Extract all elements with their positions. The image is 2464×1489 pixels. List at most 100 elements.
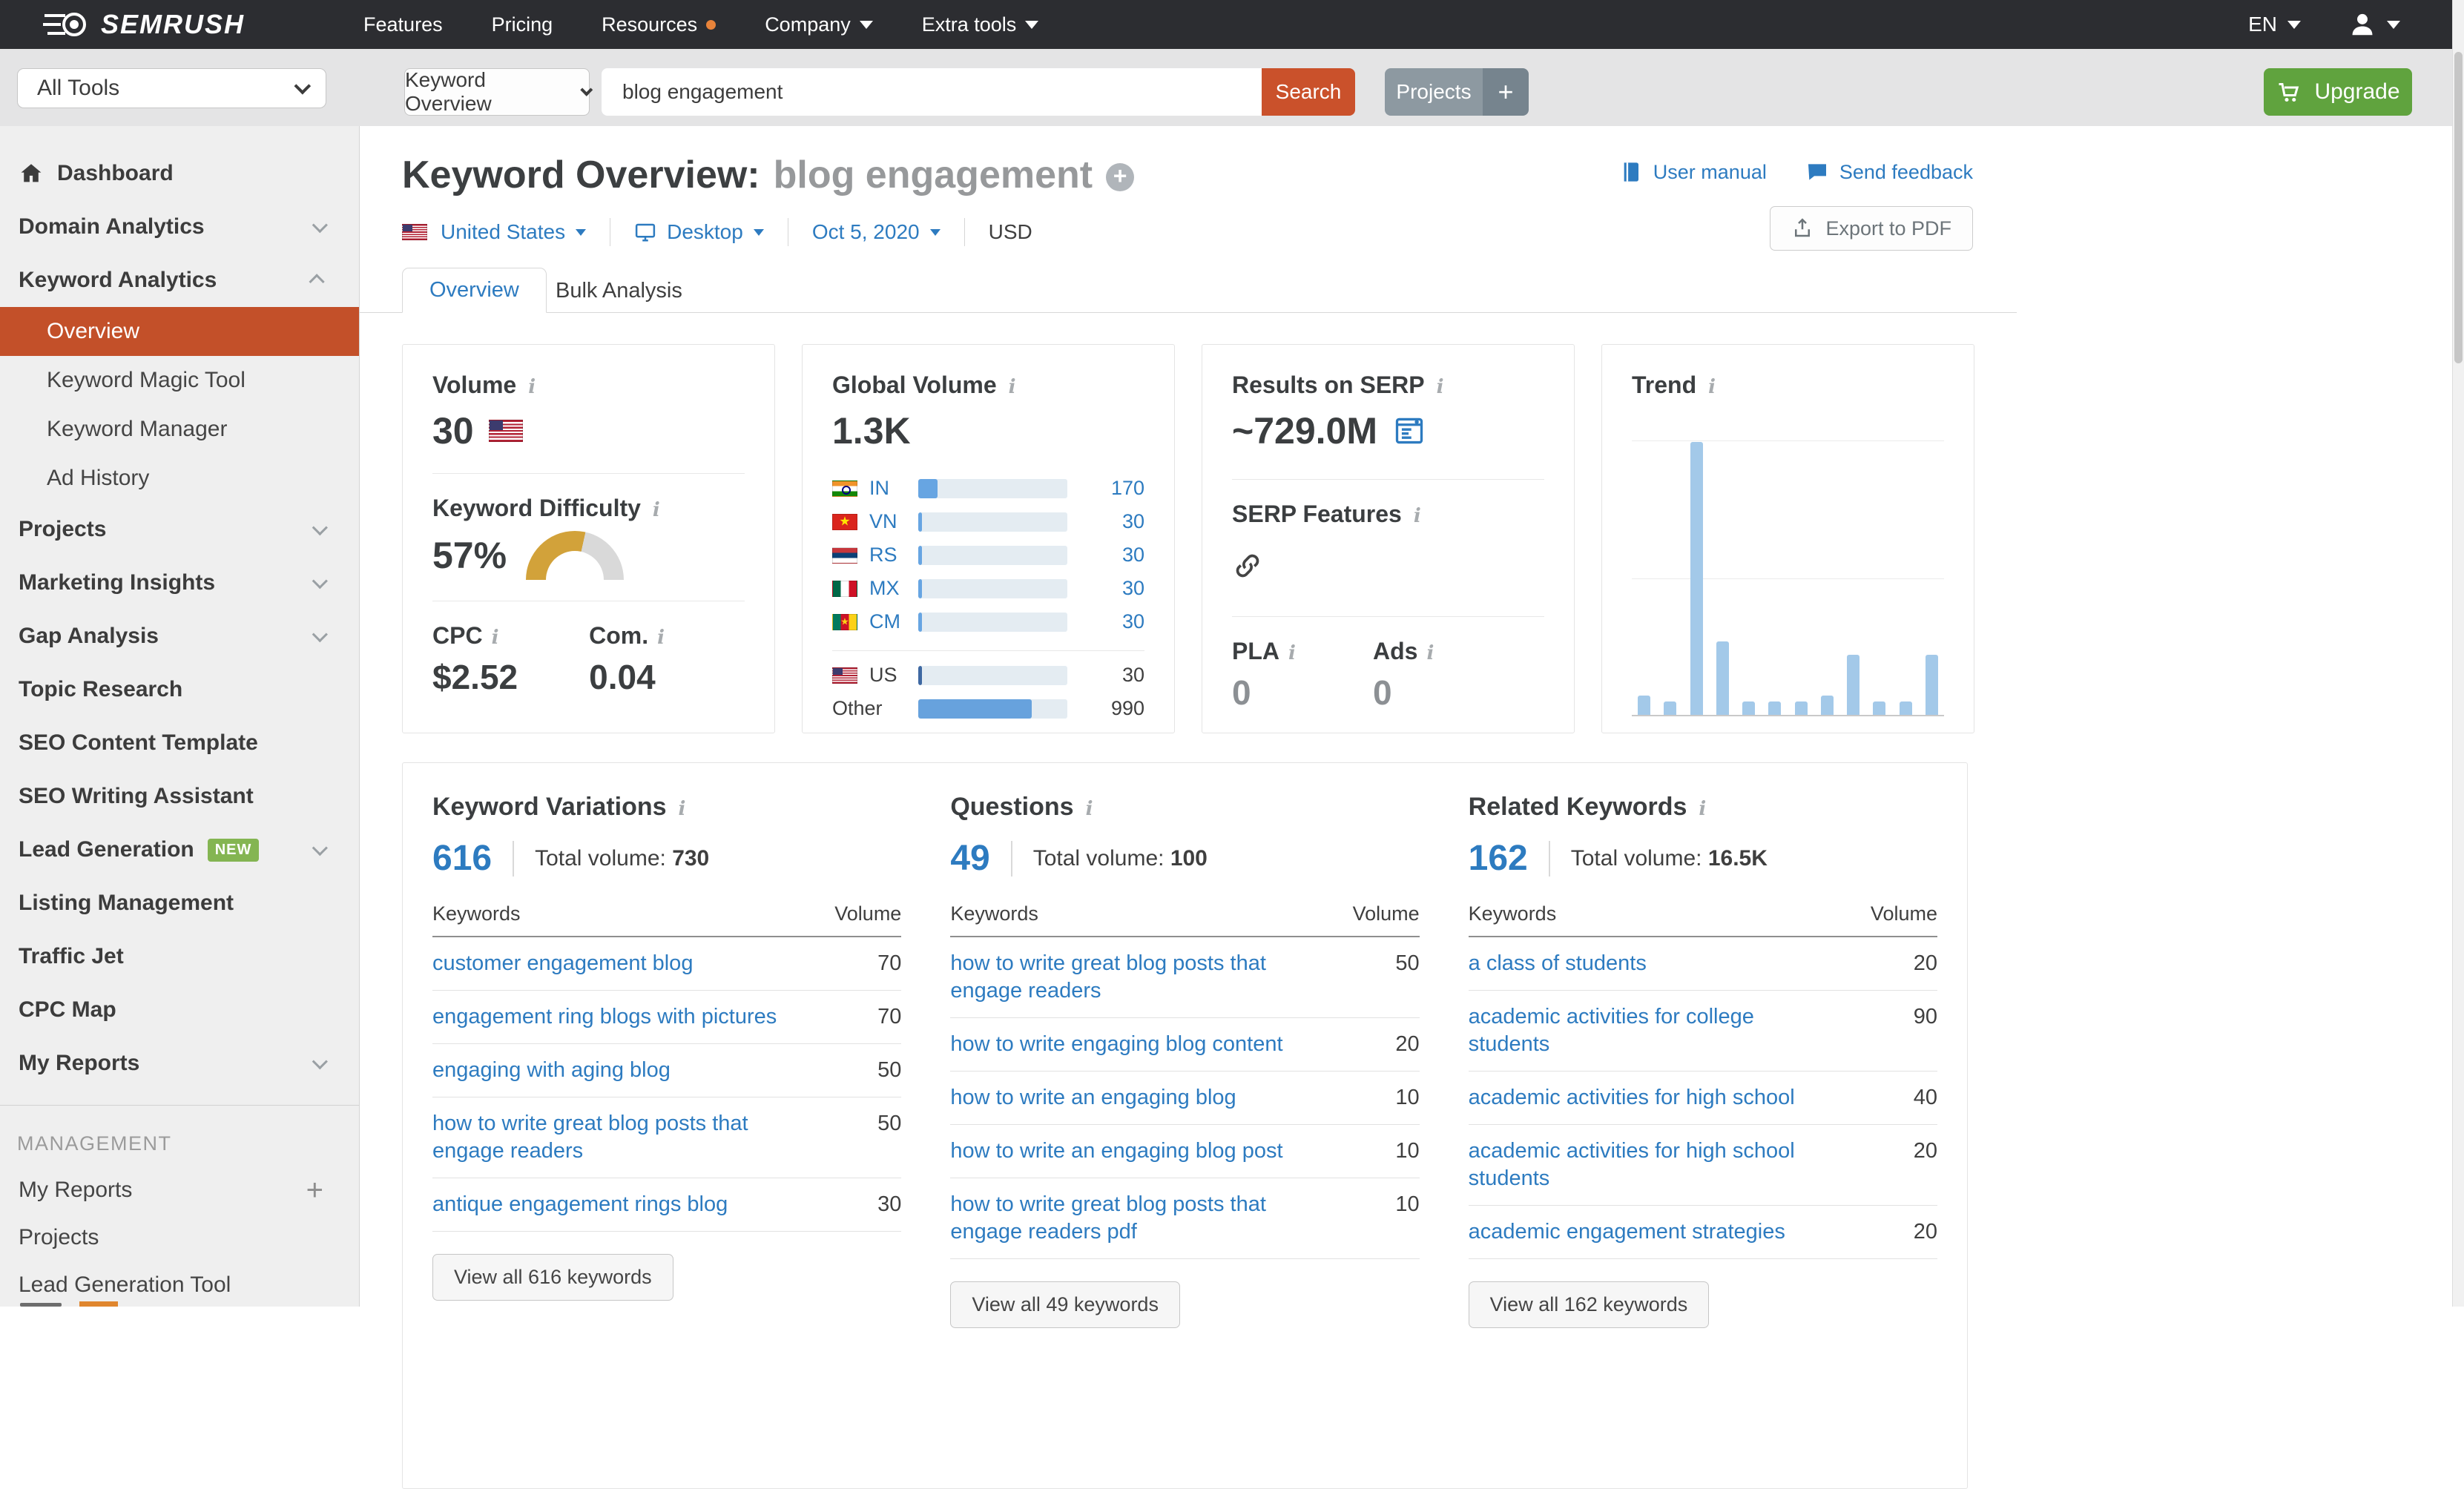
sidebar-item-gap-analysis[interactable]: Gap Analysis xyxy=(0,610,359,663)
info-icon[interactable]: i xyxy=(657,627,671,649)
sidebar-item-lead-generation[interactable]: Lead GenerationNEW xyxy=(0,823,359,876)
serp-snapshot-icon[interactable] xyxy=(1392,415,1426,447)
sidebar-item-marketing-insights[interactable]: Marketing Insights xyxy=(0,556,359,610)
keyword-link[interactable]: customer engagement blog xyxy=(432,950,797,977)
nav-item-extra-tools[interactable]: Extra tools xyxy=(922,13,1039,36)
sidebar-item-topic-research[interactable]: Topic Research xyxy=(0,663,359,716)
info-icon[interactable]: i xyxy=(1288,642,1302,664)
sidebar-item-overview[interactable]: Overview xyxy=(0,307,359,356)
keyword-link[interactable]: how to write great blog posts that engag… xyxy=(950,950,1315,1005)
keyword-link[interactable]: how to write great blog posts that engag… xyxy=(950,1191,1315,1246)
tab-bulk-analysis[interactable]: Bulk Analysis xyxy=(529,268,709,313)
tab-overview[interactable]: Overview xyxy=(402,268,547,313)
add-keyword-icon[interactable] xyxy=(1106,163,1134,191)
serp-features-title: SERP Featuresi xyxy=(1232,501,1544,528)
country-code[interactable]: MX xyxy=(869,577,918,600)
keyword-count: 49 xyxy=(950,838,989,879)
keyword-link[interactable]: how to write an engaging blog post xyxy=(950,1138,1315,1165)
user-manual-link[interactable]: User manual xyxy=(1619,160,1767,184)
language-selector[interactable]: EN xyxy=(2248,13,2301,36)
sidebar-item-seo-writing-assistant[interactable]: SEO Writing Assistant xyxy=(0,770,359,823)
keyword-link[interactable]: engaging with aging blog xyxy=(432,1057,797,1084)
sidebar-item-dashboard[interactable]: Dashboard xyxy=(0,147,359,200)
send-feedback-link[interactable]: Send feedback xyxy=(1805,160,1973,184)
upgrade-button[interactable]: Upgrade xyxy=(2264,68,2412,116)
keyword-link[interactable]: how to write engaging blog content xyxy=(950,1031,1315,1058)
country-filter[interactable]: United States xyxy=(402,220,586,244)
keyword-volume: 20 xyxy=(1914,950,1937,977)
monitor-icon xyxy=(634,221,656,243)
keyword-link[interactable]: antique engagement rings blog xyxy=(432,1191,797,1218)
user-menu[interactable] xyxy=(2348,10,2400,39)
nav-item-features[interactable]: Features xyxy=(363,13,443,36)
all-tools-select[interactable]: All Tools xyxy=(17,68,326,108)
sidebar-item-projects[interactable]: Projects xyxy=(0,503,359,556)
volume-bar xyxy=(918,666,1067,685)
search-button[interactable]: Search xyxy=(1262,68,1355,116)
keyword-link[interactable]: academic activities for high school xyxy=(1469,1084,1834,1112)
keyword-link[interactable]: engagement ring blogs with pictures xyxy=(432,1003,797,1031)
info-icon[interactable]: i xyxy=(1086,798,1099,820)
semrush-logo[interactable]: SEMRUSH xyxy=(43,8,245,41)
device-filter[interactable]: Desktop xyxy=(634,220,764,244)
country-code[interactable]: VN xyxy=(869,510,918,533)
search-scope-select[interactable]: Keyword Overview xyxy=(404,68,590,116)
keywords-table: KeywordsVolume customer engagement blog7… xyxy=(432,891,901,1232)
trend-bar-1 xyxy=(1638,696,1650,715)
sidebar-item-domain-analytics[interactable]: Domain Analytics xyxy=(0,200,359,254)
add-project-button[interactable]: + xyxy=(1483,68,1529,116)
volume-bar xyxy=(918,613,1067,632)
info-icon[interactable]: i xyxy=(1708,376,1722,398)
date-filter[interactable]: Oct 5, 2020 xyxy=(812,220,941,244)
scrollbar-thumb[interactable] xyxy=(2454,52,2463,363)
nav-item-company[interactable]: Company xyxy=(765,13,873,36)
sidebar-item-cpc-map[interactable]: CPC Map xyxy=(0,983,359,1037)
search-input[interactable] xyxy=(602,68,1262,116)
keyword-link[interactable]: how to write an engaging blog xyxy=(950,1084,1315,1112)
sidebar-item-my-reports[interactable]: My Reports+ xyxy=(0,1166,359,1214)
info-icon[interactable]: i xyxy=(1426,642,1440,664)
country-code[interactable]: CM xyxy=(869,610,918,633)
projects-button[interactable]: Projects xyxy=(1385,68,1483,116)
info-icon[interactable]: i xyxy=(528,376,541,398)
sidebar-item-keyword-manager[interactable]: Keyword Manager xyxy=(0,405,359,454)
sidebar-item-projects[interactable]: Projects xyxy=(0,1214,359,1261)
sidebar-item-traffic-jet[interactable]: Traffic Jet xyxy=(0,930,359,983)
info-icon[interactable]: i xyxy=(1437,376,1450,398)
link-feature-icon[interactable] xyxy=(1232,550,1263,581)
info-icon[interactable]: i xyxy=(1699,798,1712,820)
sidebar-item-ad-history[interactable]: Ad History xyxy=(0,454,359,503)
sidebar-item-label: My Reports xyxy=(19,1051,139,1076)
keyword-link[interactable]: academic activities for college students xyxy=(1469,1003,1834,1058)
sidebar-item-keyword-analytics[interactable]: Keyword Analytics xyxy=(0,254,359,307)
keyword-link[interactable]: how to write great blog posts that engag… xyxy=(432,1110,797,1165)
keyword-link[interactable]: academic engagement strategies xyxy=(1469,1218,1834,1246)
page-scrollbar[interactable] xyxy=(2452,0,2464,1307)
view-all-questions-button[interactable]: View all 49 keywords xyxy=(950,1281,1180,1328)
keyword-volume: 90 xyxy=(1914,1003,1937,1058)
info-icon[interactable]: i xyxy=(1009,376,1022,398)
country-code[interactable]: RS xyxy=(869,544,918,567)
keyword-link[interactable]: a class of students xyxy=(1469,950,1834,977)
sidebar-item-my-reports[interactable]: My Reports xyxy=(0,1037,359,1090)
sidebar-item-seo-content-template[interactable]: SEO Content Template xyxy=(0,716,359,770)
sidebar-item-keyword-magic-tool[interactable]: Keyword Magic Tool xyxy=(0,356,359,405)
nav-item-pricing[interactable]: Pricing xyxy=(492,13,553,36)
sidebar-item-listing-management[interactable]: Listing Management xyxy=(0,876,359,930)
keyword-link[interactable]: academic activities for high school stud… xyxy=(1469,1138,1834,1192)
export-to-pdf-button[interactable]: Export to PDF xyxy=(1770,206,1973,251)
view-all-related-button[interactable]: View all 162 keywords xyxy=(1469,1281,1710,1328)
info-icon[interactable]: i xyxy=(1414,505,1427,527)
country-code[interactable]: IN xyxy=(869,477,918,500)
info-icon[interactable]: i xyxy=(679,798,692,820)
info-icon[interactable]: i xyxy=(653,499,666,521)
section-title: Related Keywordsi xyxy=(1469,793,1713,822)
info-icon[interactable]: i xyxy=(492,627,505,649)
upgrade-label: Upgrade xyxy=(2314,79,2399,105)
chevron-down-icon xyxy=(312,573,328,589)
table-header: KeywordsVolume xyxy=(432,891,901,937)
sidebar-item-lead-generation-tool[interactable]: Lead Generation Tool xyxy=(0,1261,359,1307)
add-icon[interactable]: + xyxy=(306,1175,323,1205)
view-all-variations-button[interactable]: View all 616 keywords xyxy=(432,1254,673,1301)
nav-item-resources[interactable]: Resources xyxy=(602,13,716,36)
